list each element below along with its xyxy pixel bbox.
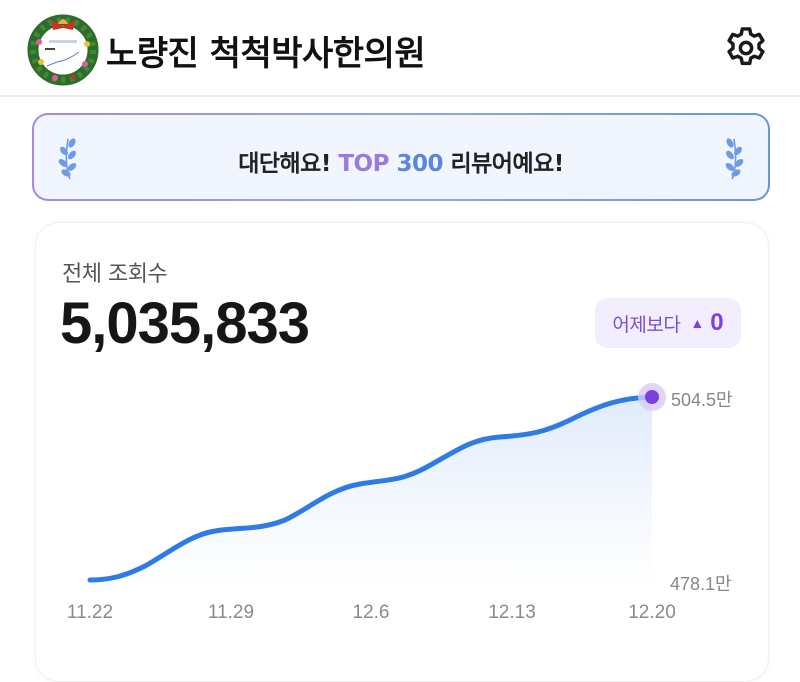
top-reviewer-banner: 대단해요! TOP 300 리뷰어예요! xyxy=(32,113,770,201)
banner-highlight-top: TOP xyxy=(338,151,389,177)
app-header: 노량진 척척박사한의원 xyxy=(0,0,800,97)
banner-message: 대단해요! TOP 300 리뷰어예요! xyxy=(34,144,768,178)
x-axis-label: 12.6 xyxy=(352,602,390,623)
laurel-icon xyxy=(58,135,82,181)
page-title: 노량진 척척박사한의원 xyxy=(106,34,426,74)
total-views-value: 5,035,833 xyxy=(60,291,310,356)
daily-change-badge: 어제보다 ▲ 0 xyxy=(595,298,741,348)
y-min-label: 478.1만 xyxy=(670,574,732,594)
badge-label: 어제보다 xyxy=(612,313,681,336)
christmas-wreath-logo xyxy=(25,10,101,86)
laurel-icon xyxy=(720,135,744,181)
banner-prefix: 대단해요! xyxy=(238,151,339,177)
total-views-label: 전체 조회수 xyxy=(62,262,168,287)
triangle-up-icon: ▲ xyxy=(690,315,705,331)
badge-value: 0 xyxy=(710,309,724,336)
banner-suffix: 리뷰어예요! xyxy=(442,151,564,177)
x-axis-label: 11.22 xyxy=(66,602,114,623)
x-axis-label: 12.20 xyxy=(628,602,676,623)
gear-icon[interactable] xyxy=(720,22,772,74)
y-max-label: 504.5만 xyxy=(671,390,733,410)
banner-highlight-rank: 300 xyxy=(388,151,443,177)
x-axis-label: 12.13 xyxy=(488,602,536,623)
x-axis-label: 11.29 xyxy=(207,602,255,623)
